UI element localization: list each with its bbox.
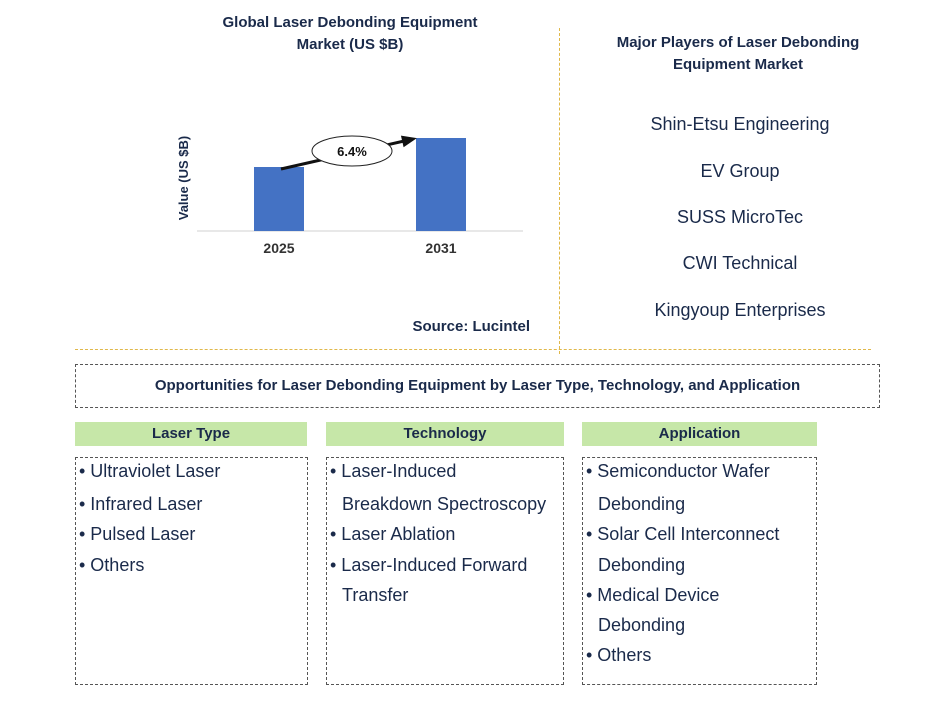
list-item: • Laser Ablation <box>330 524 456 544</box>
bar-2031 <box>416 138 466 231</box>
list-item: • Pulsed Laser <box>79 524 196 544</box>
list-item: • Medical Device <box>586 585 720 605</box>
player-item: EV Group <box>700 161 780 181</box>
technology-list: • Laser-Induced Breakdown Spectroscopy •… <box>326 457 564 685</box>
laser-type-header: Laser Type <box>75 422 307 446</box>
list-item: • Semiconductor Wafer <box>586 461 770 481</box>
chart-title: Global Laser Debonding Equipment Market … <box>190 12 510 56</box>
list-item-continuation: Breakdown Spectroscopy <box>342 494 547 514</box>
growth-arrow-head <box>400 135 417 148</box>
player-item: SUSS MicroTec <box>676 207 804 227</box>
bar-2025 <box>254 167 304 231</box>
bar-chart: Value (US $B) 2025 2031 6.4% <box>176 135 523 256</box>
chart-title-line-1: Global Laser Debonding Equipment <box>222 14 478 31</box>
list-item: • Infrared Laser <box>79 494 203 514</box>
x-tick-label: 2025 <box>263 240 294 256</box>
x-tick-label: 2031 <box>425 240 456 256</box>
player-item: Shin-Etsu Engineering <box>650 114 830 134</box>
list-item-continuation: Transfer <box>342 585 409 605</box>
player-item: CWI Technical <box>682 253 798 273</box>
players-title-line-1: Major Players of Laser Debonding <box>616 34 860 51</box>
list-item: • Solar Cell Interconnect <box>586 524 780 544</box>
list-item: • Laser-Induced Forward <box>330 555 528 575</box>
chart-title-line-2: Market (US $B) <box>296 36 404 53</box>
y-axis-label: Value (US $B) <box>176 136 191 221</box>
cagr-label: 6.4% <box>337 144 367 159</box>
list-item-continuation: Debonding <box>598 615 686 635</box>
cagr-ellipse <box>311 135 393 167</box>
player-item: Kingyoup Enterprises <box>654 300 826 320</box>
application-header: Application <box>582 422 817 446</box>
list-item: • Others <box>586 645 652 665</box>
opportunities-title: Opportunities for Laser Debonding Equipm… <box>75 364 880 408</box>
vertical-divider <box>559 28 560 354</box>
technology-header: Technology <box>326 422 564 446</box>
laser-type-list: • Ultraviolet Laser • Infrared Laser • P… <box>75 457 308 685</box>
players-title-line-2: Equipment Market <box>672 56 804 73</box>
list-item-continuation: Debonding <box>598 494 686 514</box>
list-item-continuation: Debonding <box>598 555 686 575</box>
list-item: • Ultraviolet Laser <box>79 461 221 481</box>
source-label: Source: Lucintel <box>412 318 530 335</box>
horizontal-divider <box>75 349 871 350</box>
list-item: • Others <box>79 555 145 575</box>
players-title: Major Players of Laser Debonding Equipme… <box>588 32 888 76</box>
application-list: • Semiconductor Wafer Debonding • Solar … <box>582 457 817 685</box>
list-item: • Laser-Induced <box>330 461 457 481</box>
